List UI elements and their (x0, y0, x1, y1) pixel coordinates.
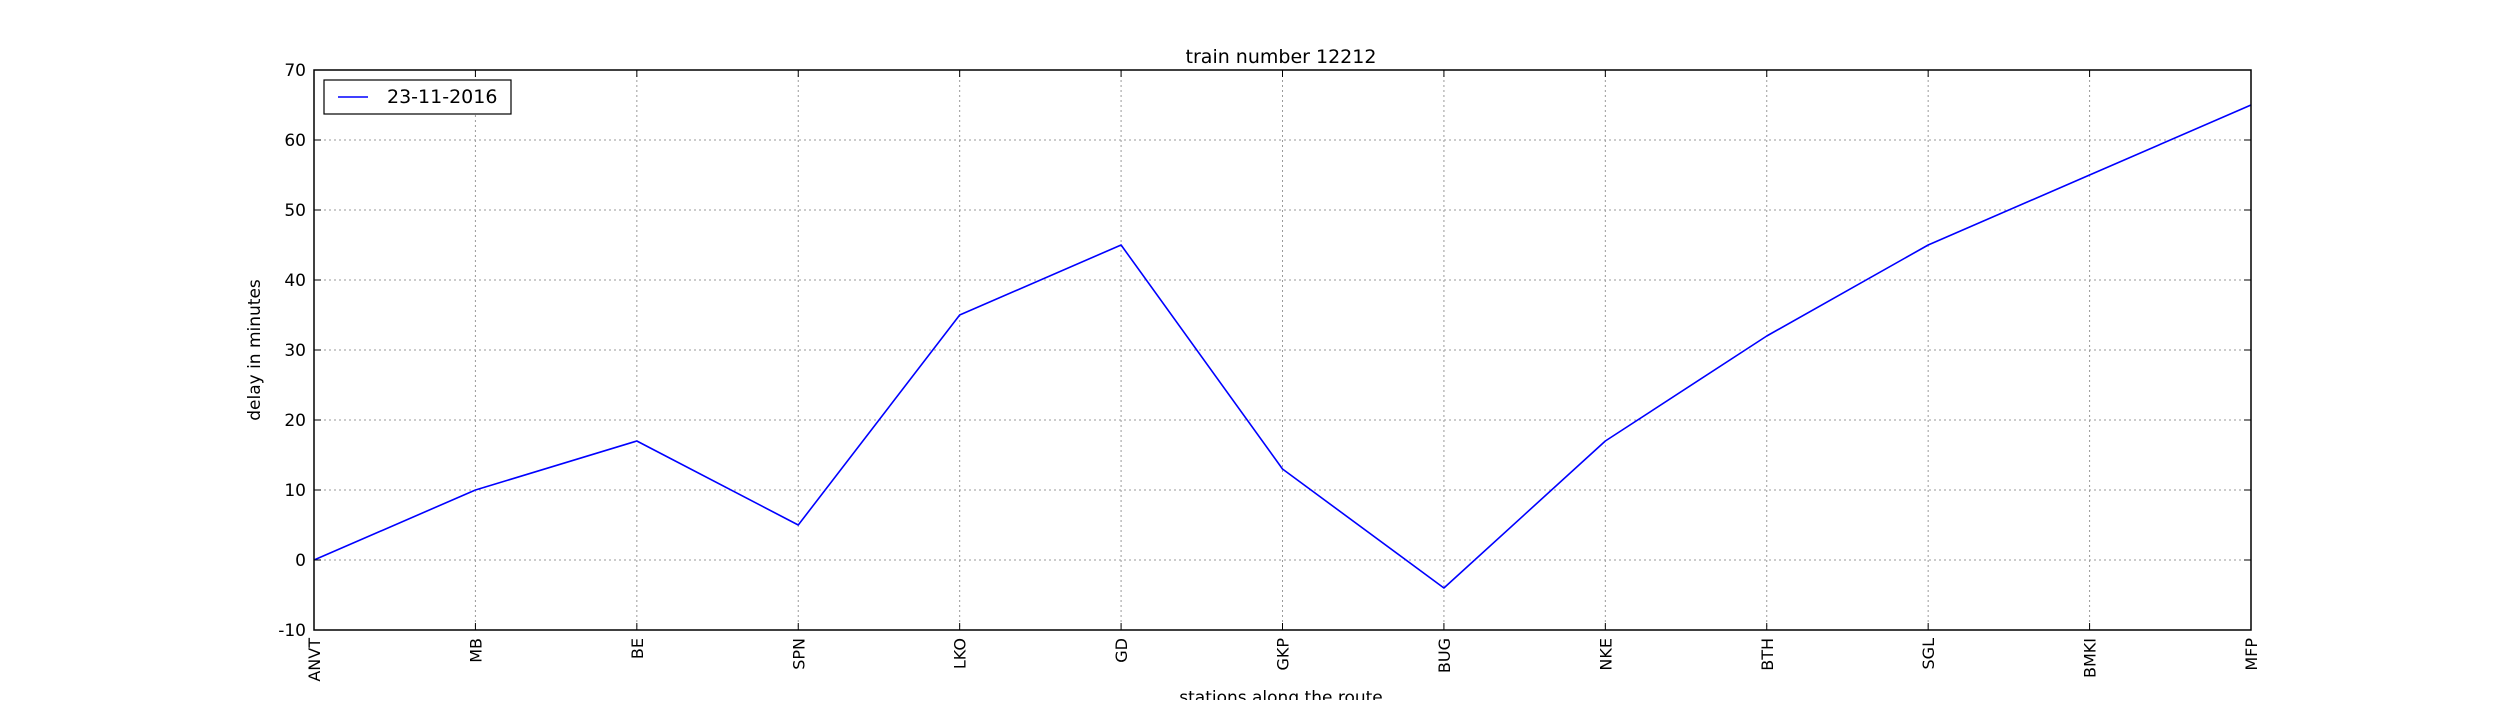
x-axis-label: stations along the route (1179, 688, 1383, 700)
y-tick-label: -10 (278, 621, 306, 641)
chart-title: train number 12212 (1186, 46, 1377, 68)
legend: 23-11-2016 (323, 79, 512, 115)
y-tick-label: 70 (284, 61, 306, 81)
x-tick-label: LKO (951, 638, 970, 669)
x-tick-label: BMKI (2081, 638, 2100, 678)
series-layer (313, 104, 2252, 589)
x-tick-label: GD (1112, 638, 1131, 663)
y-tick-label: 60 (284, 131, 306, 151)
grid-lines (313, 69, 2252, 631)
x-tick-label: BE (628, 638, 647, 659)
y-tick-label: 0 (295, 551, 306, 571)
tick-layer: ANVT MB BE SPN LKO GD GKP BUG NKE BTH SGL BMKI MFP -1… (278, 61, 2261, 682)
y-tick-label: 30 (284, 341, 306, 361)
x-tick-label: SGL (1919, 638, 1938, 670)
y-tick-label: 10 (284, 481, 306, 501)
x-tick-label: MB (466, 638, 485, 663)
x-tick-label: MFP (2242, 638, 2261, 671)
x-tick-label: BUG (1435, 638, 1454, 673)
y-tick-label: 50 (284, 201, 306, 221)
x-tick-label: NKE (1596, 638, 1615, 671)
y-axis-label: delay in minutes (245, 279, 265, 421)
legend-entry: 23-11-2016 (387, 86, 497, 108)
y-tick-label: 40 (284, 271, 306, 291)
y-tick-label: 20 (284, 411, 306, 431)
x-tick-label: SPN (789, 638, 808, 670)
x-tick-label: ANVT (305, 638, 324, 682)
series-line (313, 104, 2252, 589)
x-tick-label: GKP (1274, 638, 1293, 671)
x-tick-label: BTH (1758, 638, 1777, 671)
